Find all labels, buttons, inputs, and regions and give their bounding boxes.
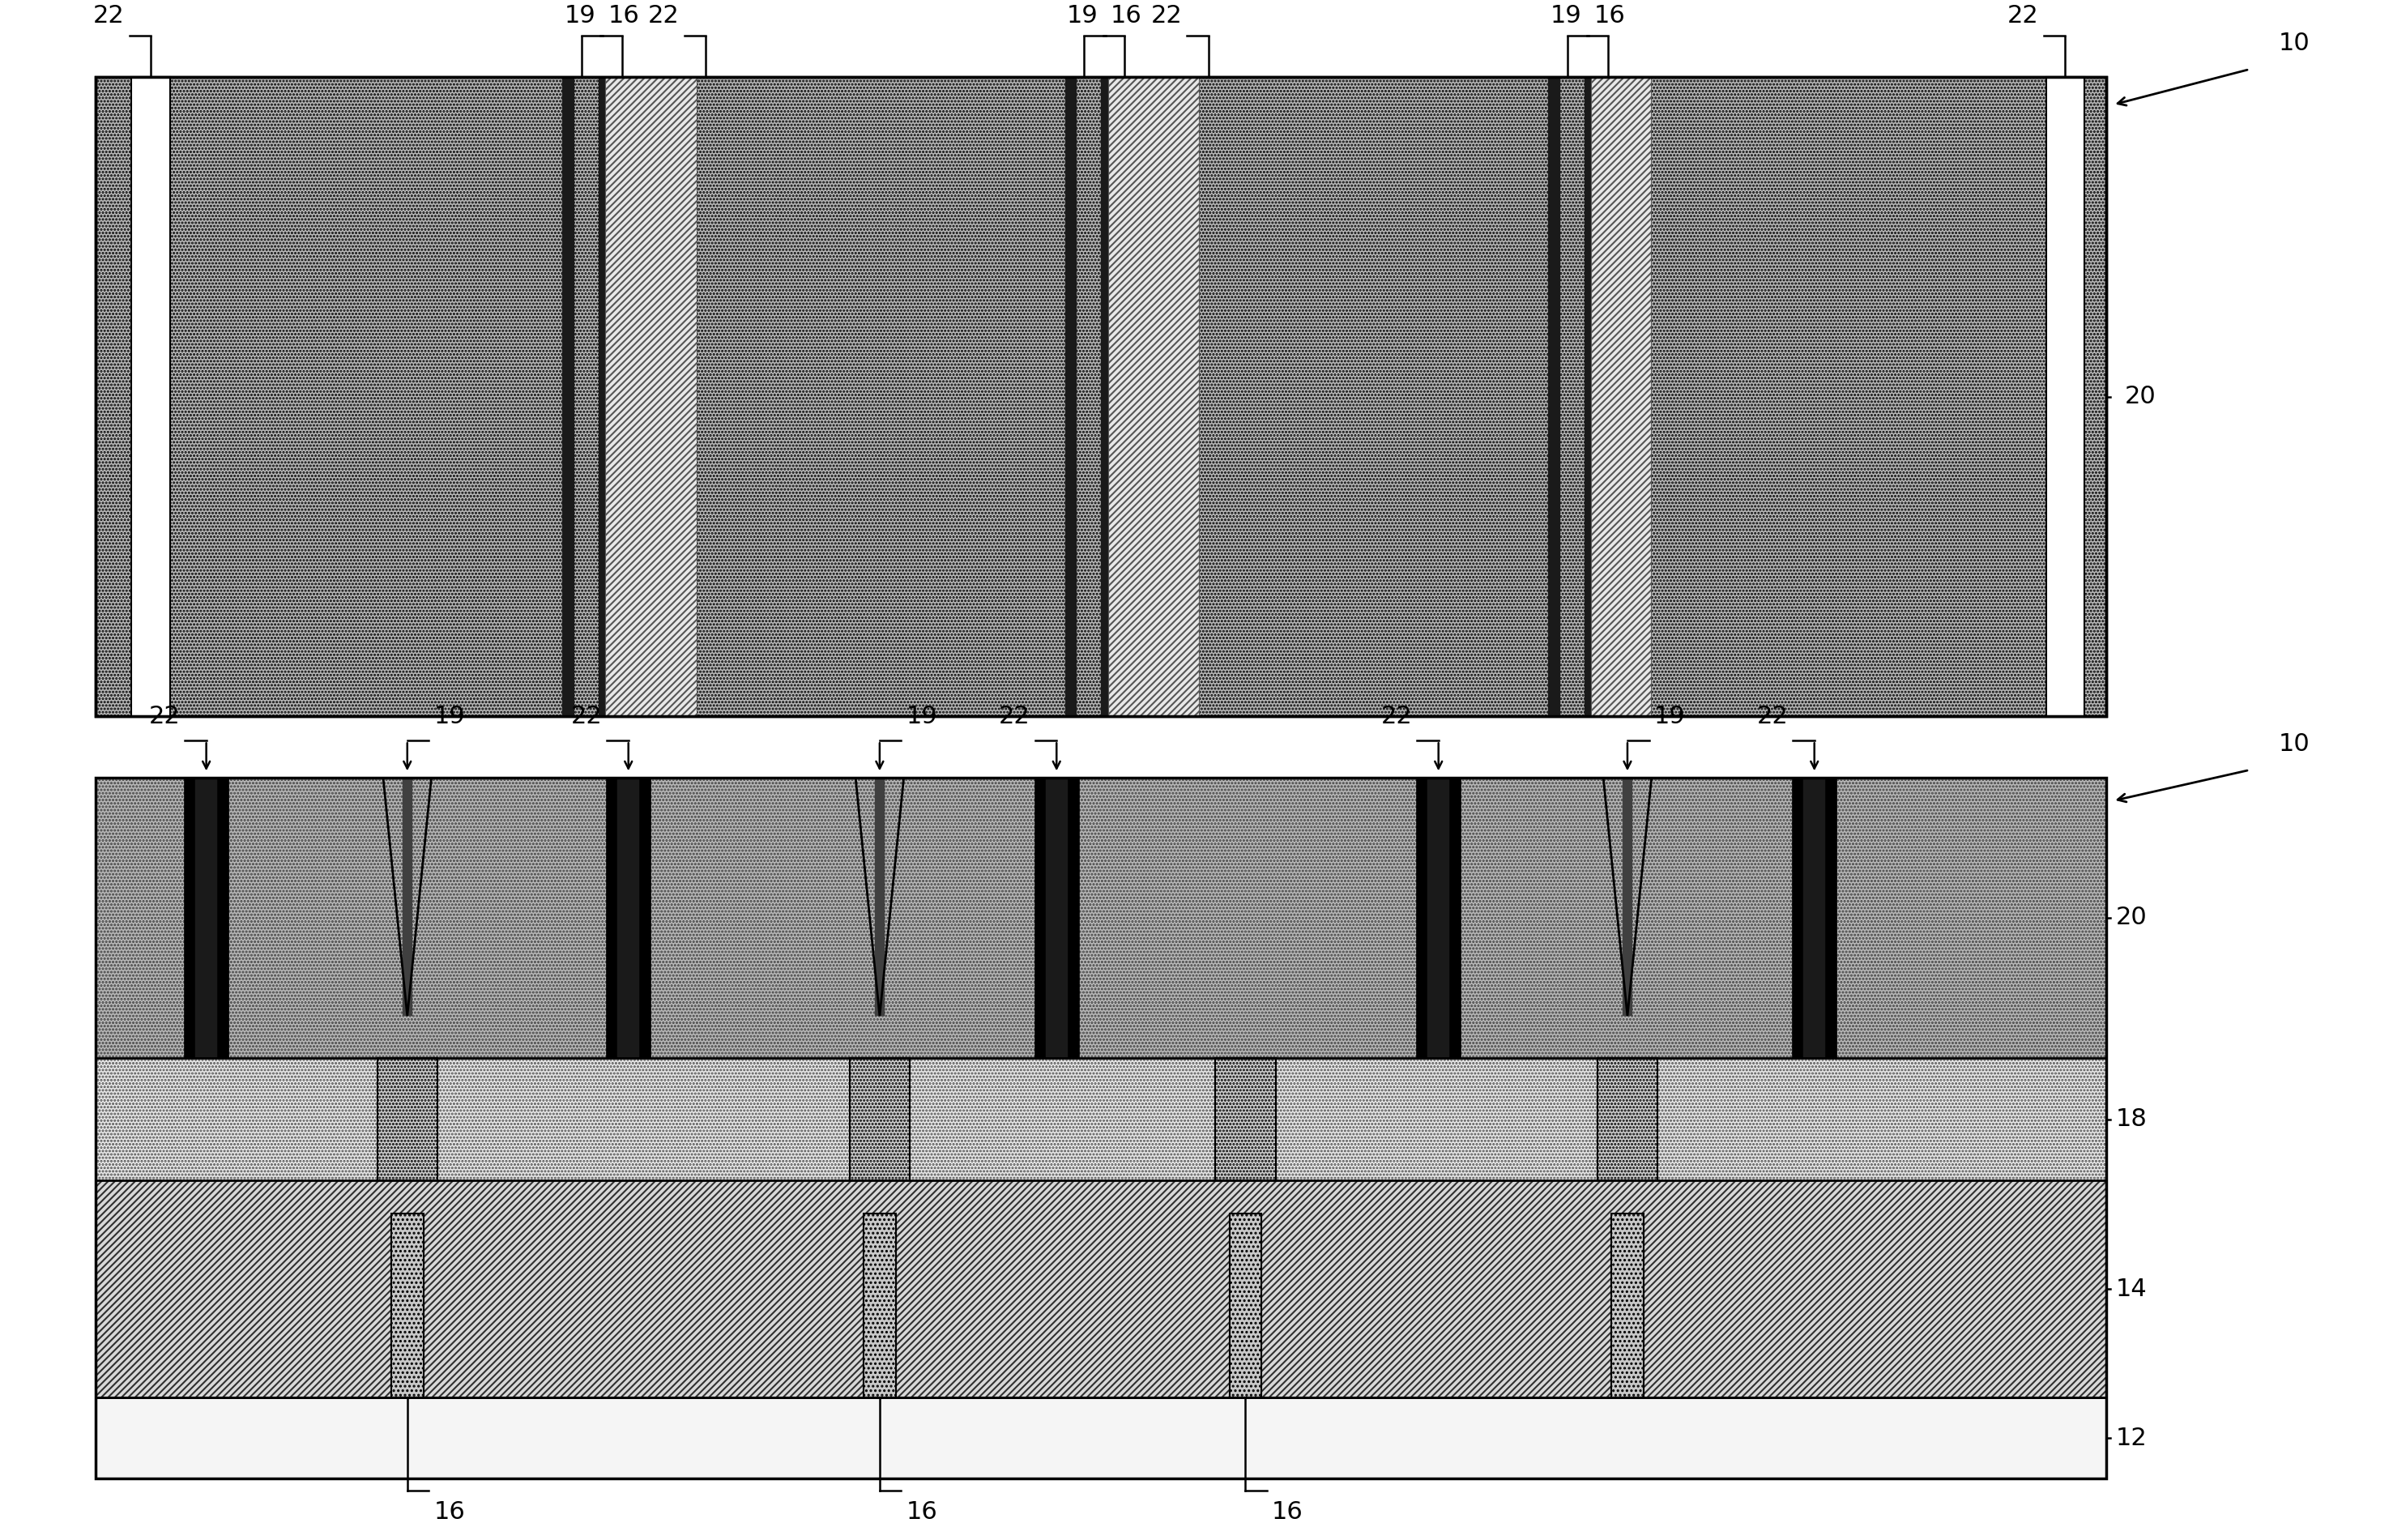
- Bar: [402, 778, 412, 1016]
- Bar: [390, 1220, 424, 1398]
- Text: 19: 19: [1551, 5, 1582, 28]
- Bar: [1216, 1058, 1275, 1181]
- Bar: [1548, 77, 1560, 716]
- Bar: [1429, 778, 1450, 1058]
- Text: 22: 22: [1381, 705, 1412, 728]
- Text: 19: 19: [907, 705, 938, 728]
- Text: 16: 16: [433, 1500, 464, 1523]
- Bar: [1792, 778, 1835, 1058]
- Bar: [598, 77, 610, 716]
- Bar: [1230, 1214, 1261, 1398]
- Text: 22: 22: [1151, 5, 1182, 28]
- Bar: [96, 778, 2106, 1058]
- Bar: [132, 77, 170, 716]
- Bar: [850, 1058, 909, 1181]
- Bar: [864, 1214, 895, 1398]
- Bar: [96, 778, 2106, 1058]
- Bar: [96, 1398, 2106, 1478]
- Text: 10: 10: [2278, 32, 2309, 55]
- Bar: [184, 778, 227, 1058]
- Text: 12: 12: [2115, 1426, 2147, 1449]
- Text: 22: 22: [998, 705, 1031, 728]
- Bar: [96, 1181, 2106, 1398]
- Bar: [1591, 77, 1651, 716]
- Bar: [562, 77, 574, 716]
- Bar: [1108, 77, 1199, 716]
- Bar: [1065, 77, 1077, 716]
- Bar: [378, 1058, 438, 1181]
- Bar: [1804, 778, 1826, 1058]
- Text: 19: 19: [565, 5, 596, 28]
- Bar: [876, 778, 885, 1016]
- Bar: [1230, 1220, 1261, 1398]
- Bar: [96, 1058, 2106, 1181]
- Bar: [96, 1181, 2106, 1398]
- Text: 16: 16: [1110, 5, 1141, 28]
- Bar: [617, 778, 639, 1058]
- Bar: [1584, 77, 1596, 716]
- Text: 16: 16: [907, 1500, 938, 1523]
- Bar: [2046, 77, 2084, 716]
- Text: 20: 20: [2125, 385, 2156, 408]
- Bar: [1216, 1058, 1275, 1181]
- Bar: [1417, 778, 1460, 1058]
- Bar: [605, 778, 651, 1058]
- Bar: [864, 1220, 895, 1398]
- Bar: [378, 1058, 438, 1181]
- Text: 22: 22: [93, 5, 124, 28]
- Bar: [96, 1398, 2106, 1478]
- Text: 18: 18: [2115, 1107, 2147, 1130]
- Text: 22: 22: [148, 705, 179, 728]
- Bar: [1596, 1058, 1658, 1181]
- Text: 14: 14: [2115, 1278, 2147, 1301]
- Text: 22: 22: [649, 5, 680, 28]
- Text: 10: 10: [2278, 733, 2309, 756]
- Text: 22: 22: [570, 705, 603, 728]
- Bar: [96, 778, 2106, 1478]
- Text: 16: 16: [1594, 5, 1625, 28]
- Text: 19: 19: [433, 705, 464, 728]
- Bar: [96, 77, 2106, 716]
- Bar: [96, 1058, 2106, 1181]
- Text: 19: 19: [1067, 5, 1098, 28]
- Bar: [1046, 778, 1067, 1058]
- Text: 16: 16: [608, 5, 639, 28]
- Bar: [1034, 778, 1079, 1058]
- Bar: [196, 778, 218, 1058]
- Bar: [1596, 1058, 1658, 1181]
- Text: 16: 16: [1271, 1500, 1304, 1523]
- Bar: [96, 77, 2106, 716]
- Text: 19: 19: [1654, 705, 1685, 728]
- Bar: [605, 77, 696, 716]
- Bar: [390, 1214, 424, 1398]
- Bar: [1610, 1214, 1644, 1398]
- Bar: [1101, 77, 1113, 716]
- Text: 22: 22: [2008, 5, 2039, 28]
- Text: 20: 20: [2115, 906, 2147, 930]
- Text: 22: 22: [1756, 705, 1788, 728]
- Bar: [1610, 1220, 1644, 1398]
- Bar: [850, 1058, 909, 1181]
- Bar: [1622, 778, 1632, 1016]
